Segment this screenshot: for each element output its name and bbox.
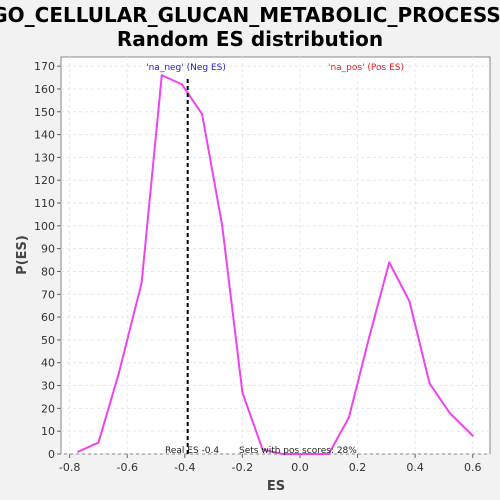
data-point <box>307 453 310 455</box>
data-point <box>97 441 100 444</box>
x-tick-label: -0.8 <box>59 461 80 474</box>
chart-title-line2: Random ES distribution <box>117 27 383 51</box>
y-tick-label: 100 <box>34 220 55 233</box>
data-point <box>241 391 244 394</box>
y-tick-label: 0 <box>48 448 55 461</box>
y-tick-label: 110 <box>34 197 55 210</box>
x-tick-label: 0.6 <box>464 461 482 474</box>
data-point <box>408 300 411 303</box>
series-line <box>77 74 474 455</box>
y-tick-label: 130 <box>34 151 55 164</box>
y-tick-label: 160 <box>34 83 55 96</box>
series-points <box>77 74 474 455</box>
y-axis-label: P(ES) <box>15 235 30 275</box>
y-tick-label: 170 <box>34 60 55 73</box>
data-point <box>221 224 224 227</box>
x-tick-label: -0.6 <box>116 461 137 474</box>
y-tick-label: 50 <box>41 334 55 347</box>
data-point <box>388 261 391 264</box>
data-point <box>140 281 143 284</box>
data-point <box>180 83 183 86</box>
x-tick-label: 0.4 <box>406 461 424 474</box>
x-axis: -0.8 -0.6 -0.4 -0.2 0.0 0.2 0.4 0.6 <box>59 454 482 474</box>
y-tick-label: 10 <box>41 425 55 438</box>
data-point <box>428 382 431 385</box>
y-tick-label: 80 <box>41 265 55 278</box>
y-tick-label: 60 <box>41 311 55 324</box>
x-tick-label: -0.2 <box>232 461 253 474</box>
data-point <box>160 74 163 77</box>
data-point <box>117 373 120 376</box>
y-axis: 0 10 20 30 40 50 60 70 80 90 100 110 120 130 140 150 160… <box>34 60 61 461</box>
data-point <box>347 416 350 419</box>
chart-title-line1: GO_CELLULAR_GLUCAN_METABOLIC_PROCESS: <box>0 3 500 27</box>
x-tick-label: 0.0 <box>291 461 309 474</box>
data-point <box>448 411 451 414</box>
real-es-label: Real ES -0.4 <box>165 446 219 456</box>
y-tick-label: 120 <box>34 174 55 187</box>
neg-es-label: 'na_neg' (Neg ES) <box>146 63 226 73</box>
y-tick-label: 140 <box>34 129 55 142</box>
data-point <box>261 448 264 451</box>
y-tick-label: 20 <box>41 402 55 415</box>
plot-area <box>60 56 491 455</box>
data-point <box>201 113 204 116</box>
x-tick-label: 0.2 <box>349 461 367 474</box>
x-axis-label: ES <box>267 479 285 494</box>
data-point <box>368 336 371 339</box>
y-tick-label: 150 <box>34 106 55 119</box>
y-tick-label: 30 <box>41 380 55 393</box>
data-point <box>281 453 284 455</box>
y-tick-label: 90 <box>41 243 55 256</box>
y-tick-label: 70 <box>41 288 55 301</box>
pos-es-label: 'na_pos' (Pos ES) <box>328 63 404 73</box>
data-point <box>77 450 80 453</box>
pos-scores-label: Sets with pos scores: 28% <box>239 446 357 456</box>
data-point <box>327 453 330 455</box>
data-point <box>471 434 474 437</box>
grid <box>61 57 490 455</box>
x-tick-label: -0.4 <box>174 461 195 474</box>
y-tick-label: 40 <box>41 357 55 370</box>
